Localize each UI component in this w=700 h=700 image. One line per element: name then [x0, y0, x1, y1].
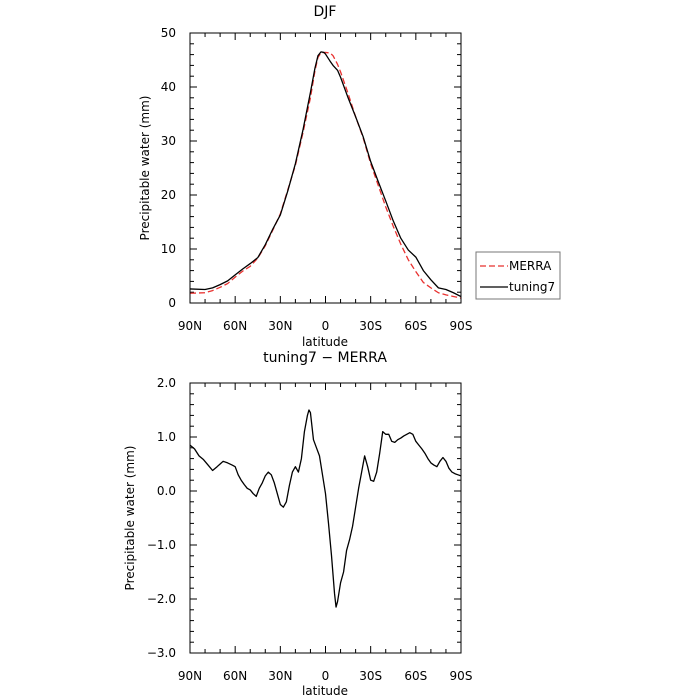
y-axis-label: Precipitable water (mm): [138, 96, 152, 241]
x-tick-label: 60S: [404, 669, 427, 683]
series-group: [189, 409, 462, 608]
legend-label-merra: MERRA: [509, 259, 552, 273]
legend: MERRA tuning7: [475, 251, 561, 300]
tick-group: 90N 60N 30N 0 30S 60S 90S 0 10 20 30 40 50: [161, 26, 473, 333]
y-tick-label: 2.0: [157, 376, 176, 390]
y-tick-label: −3.0: [147, 646, 176, 660]
y-tick-label: 0: [168, 296, 176, 310]
series-line-merra: [189, 51, 462, 299]
plot-frame: [189, 32, 462, 304]
x-tick-label: 30S: [359, 669, 382, 683]
series-line-tuning7-merra: [189, 409, 462, 608]
y-tick-label: 40: [161, 80, 176, 94]
x-tick-label: 60S: [404, 319, 427, 333]
y-tick-label: 1.0: [157, 430, 176, 444]
y-tick-label: 20: [161, 188, 176, 202]
x-tick-label: 60N: [223, 669, 247, 683]
tick-group: 90N 60N 30N 0 30S 60S 90S −3.0 −2.0 −1.0 0.0 1.0 2.0: [147, 376, 473, 683]
x-tick-label: 30N: [268, 319, 292, 333]
chart-title: tuning7 − MERRA: [263, 350, 387, 366]
x-tick-label: 90N: [178, 319, 202, 333]
y-tick-label: 10: [161, 242, 176, 256]
x-axis-label: latitude: [302, 684, 348, 698]
x-tick-label: 90N: [178, 669, 202, 683]
series-line-tuning7: [189, 51, 462, 298]
x-tick-label: 90S: [450, 319, 473, 333]
y-tick-label: 0.0: [157, 484, 176, 498]
x-tick-label: 90S: [450, 669, 473, 683]
y-tick-label: 30: [161, 134, 176, 148]
plot-frame: [189, 382, 462, 654]
y-tick-label: −2.0: [147, 592, 176, 606]
chart-djf: DJF 90N 60N 30N 0 30S 60S 90S 0 10 20 30 40 50 latit…: [138, 4, 561, 349]
legend-box: [475, 251, 561, 300]
chart-difference: tuning7 − MERRA 90N 60N 30N 0 30S 60S 90S −3.0 −…: [123, 350, 472, 698]
x-tick-label: 0: [322, 669, 330, 683]
x-tick-label: 60N: [223, 319, 247, 333]
x-tick-label: 30S: [359, 319, 382, 333]
y-tick-label: −1.0: [147, 538, 176, 552]
x-axis-label: latitude: [302, 335, 348, 349]
series-group: [189, 51, 462, 299]
chart-title: DJF: [314, 4, 337, 20]
y-tick-label: 50: [161, 26, 176, 40]
x-tick-label: 30N: [268, 669, 292, 683]
legend-label-tuning7: tuning7: [509, 280, 555, 294]
x-tick-label: 0: [322, 319, 330, 333]
y-axis-label: Precipitable water (mm): [123, 446, 137, 591]
